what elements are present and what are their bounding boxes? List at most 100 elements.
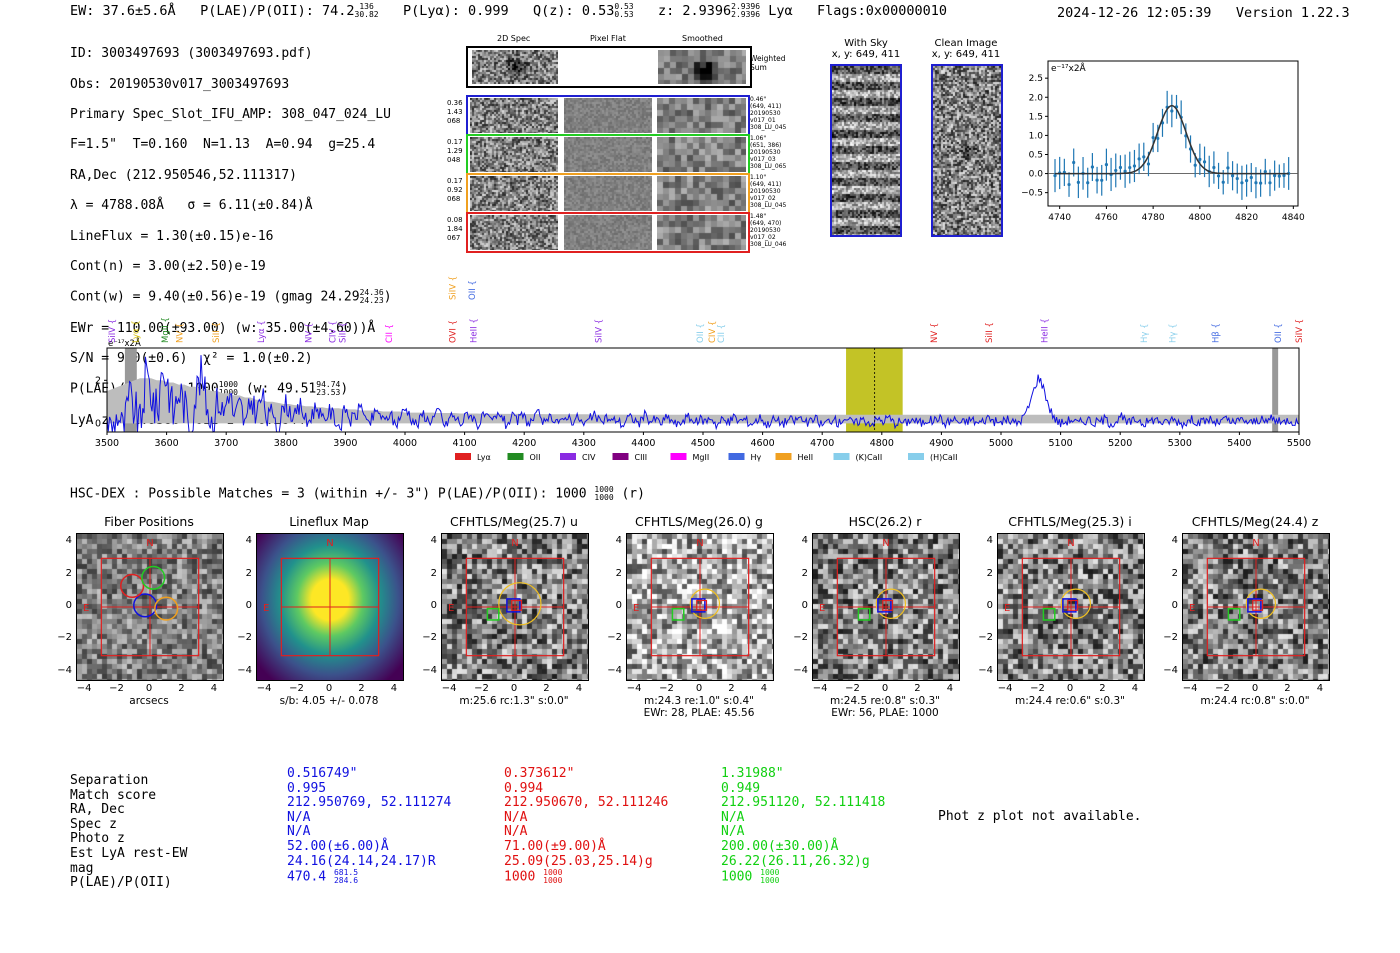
fit-point: [1072, 160, 1076, 165]
info-quality: F=1.5" T=0.160 N=1.13 A=0.94 g=25.4: [70, 137, 376, 153]
fit-xtick: 4800: [1188, 213, 1211, 223]
stamp-pixelflat: [564, 215, 652, 250]
fit-point: [1086, 181, 1090, 185]
hsc-xtick: 4: [575, 683, 583, 694]
hsc-xtick: 0: [1251, 683, 1259, 694]
hsc-ytick: −4: [422, 664, 437, 676]
hsc-xtick: 2: [914, 683, 921, 694]
legend-label: CIV: [582, 453, 596, 462]
hsc-ytick: 4: [65, 535, 72, 547]
hsc-ytick: −2: [793, 632, 808, 644]
hsc-panel-title: Lineflux Map: [289, 514, 369, 529]
north-label: N: [511, 538, 518, 549]
hsc-ytick: 2: [801, 567, 808, 579]
hsc-panel-title: Fiber Positions: [104, 514, 194, 529]
hsc-xtick: 4: [946, 683, 954, 694]
stamp-2dspec: [470, 176, 558, 211]
legend-label: Hγ: [751, 453, 762, 462]
clean-coords: x, y: 649, 411: [931, 49, 1001, 60]
fit-point: [1273, 174, 1277, 178]
hsc-xtick: 0: [510, 683, 518, 694]
spec-upper-label: SiIV {: [449, 276, 459, 300]
spec-upper-label: OII {: [468, 280, 478, 300]
hsc-panel-caption: m:24.3 re:1.0" s:0.4": [644, 695, 754, 707]
spec-line-label: CIV {: [708, 321, 718, 343]
hsc-panel-overlay: NE: [1189, 538, 1306, 657]
hsc-panel-title: CFHTLS/Meg(25.3) i: [1008, 514, 1132, 529]
hsc-ytick: 0: [615, 600, 622, 611]
stamp-row-4: [466, 212, 750, 253]
hsc-ytick: 2: [65, 567, 72, 579]
spec-xtick: 4000: [393, 438, 417, 449]
hsc-xtick: −2: [1215, 683, 1230, 694]
north-label: N: [146, 538, 153, 549]
hsc-panel-title: CFHTLS/Meg(25.7) u: [450, 514, 578, 529]
info-primary: Primary Spec_Slot_IFU_AMP: 308_047_024_L…: [70, 107, 391, 123]
fit-point: [1277, 174, 1281, 178]
legend-swatch: [775, 453, 792, 460]
legend-swatch: [507, 453, 524, 460]
hsc-ytick: 0: [801, 600, 808, 611]
hsc-ytick: −4: [1163, 664, 1178, 676]
photz-message: Phot z plot not available.: [938, 809, 1142, 824]
spec-xtick: 4900: [929, 438, 953, 449]
fit-point: [1230, 174, 1235, 178]
hsc-xtick: 2: [543, 683, 550, 694]
hsc-ytick: −4: [793, 664, 808, 676]
legend-swatch: [908, 453, 924, 460]
stamp-smoothed: [657, 137, 746, 172]
header-plae-range: 136 30.82: [354, 2, 379, 19]
hsc-xtick: 0: [325, 683, 333, 694]
spec-line-label: SiII {: [985, 322, 995, 343]
fit-ytick: 0.0: [1029, 170, 1044, 180]
fit-ytick: 2.5: [1029, 74, 1043, 84]
hsc-xtick: 2: [358, 683, 365, 694]
hsc-ytick: 0: [65, 600, 72, 611]
spec-line-label: OII {: [1274, 323, 1284, 343]
spec-line-label: NV {: [304, 323, 314, 343]
north-label: N: [1252, 538, 1259, 549]
hsc-ytick: −4: [978, 664, 993, 676]
spec-line-label: Hγ {: [1169, 323, 1179, 343]
fit-point: [1212, 165, 1216, 170]
stamp-weighted-sum: [466, 46, 752, 88]
fit-ytick: 1.0: [1029, 131, 1044, 141]
hsc-ytick: −4: [607, 664, 622, 676]
match-values: 1.31988" 0.949 212.951120, 52.111418 N/A…: [721, 766, 886, 869]
hsc-xtick: −2: [845, 683, 860, 694]
spec-line-label: NV {: [176, 323, 186, 343]
hsc-ytick: −2: [607, 632, 622, 644]
fit-point: [1254, 181, 1258, 185]
stamp-pixelflat: [564, 98, 652, 133]
header-datetime: 2024-12-26 12:05:39: [1057, 5, 1212, 21]
hsc-ytick: 4: [801, 535, 808, 547]
spec-line-label: SiIV {: [595, 319, 605, 343]
hsc-ytick: 4: [615, 535, 622, 547]
spec-line-label: OVI {: [449, 320, 459, 343]
legend-label: (H)CaII: [930, 453, 957, 462]
fit-point: [1249, 175, 1253, 180]
stamp-smoothed: [657, 176, 746, 211]
legend-label: (K)CaII: [856, 453, 883, 462]
info-lineflux: LineFlux = 1.30(±0.15)e-16: [70, 228, 274, 244]
weighted-2dspec: [472, 50, 558, 84]
stamp-row-stats: 0.17 0.92 068: [447, 177, 463, 203]
fit-point: [1067, 182, 1071, 187]
hsc-xtick: −4: [76, 683, 92, 694]
stamp-2dspec: [470, 137, 558, 172]
north-label: N: [1067, 538, 1074, 549]
spec-xtick: 5200: [1108, 438, 1132, 449]
fit-point: [1100, 178, 1104, 182]
stamp-col-smoothed: Smoothed: [682, 34, 723, 43]
header-line: Lyα: [768, 3, 793, 19]
hsc-panel-overlay: NE: [263, 538, 380, 657]
header-z-range: 2.9396 2.9396: [731, 2, 761, 19]
hsc-ytick: 2: [615, 567, 622, 579]
hsc-ytick: 0: [986, 600, 993, 611]
fit-point: [1202, 160, 1207, 164]
hsc-xtick: 0: [1066, 683, 1074, 694]
fit-point: [1156, 136, 1160, 141]
sky-title: With Sky: [844, 38, 888, 49]
